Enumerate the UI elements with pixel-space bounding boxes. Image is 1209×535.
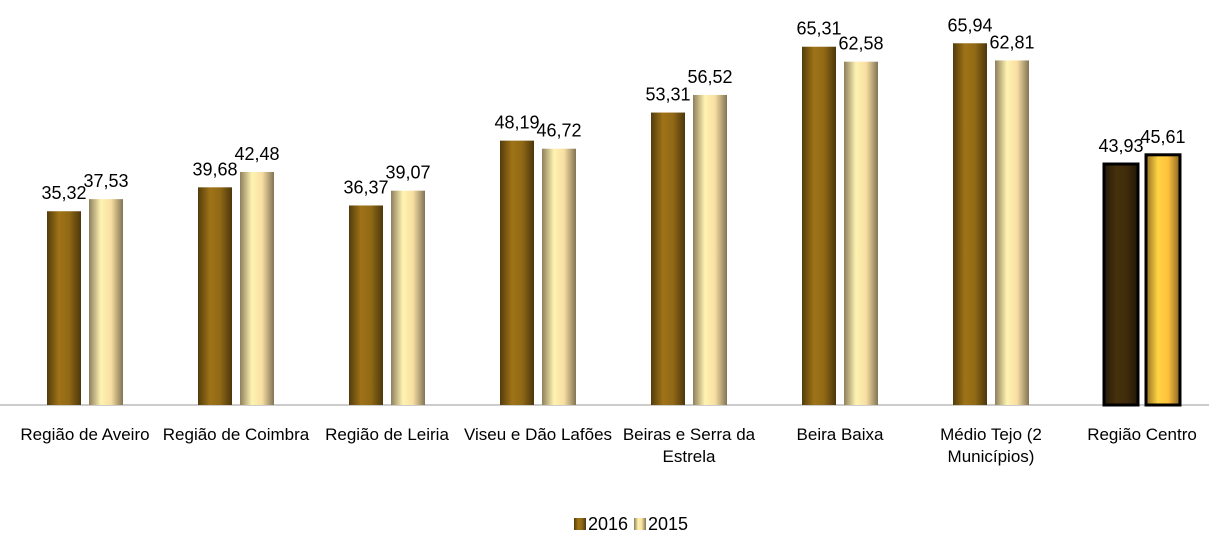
- value-label: 35,32: [41, 183, 86, 203]
- value-label: 39,07: [385, 163, 430, 183]
- x-tick-label: Região de Coimbra: [162, 425, 310, 444]
- value-label: 53,31: [645, 85, 690, 105]
- bar: [844, 61, 878, 405]
- x-tick-label: Beiras e Serra da Estrela: [622, 425, 756, 466]
- bar: [953, 43, 987, 405]
- bar: [89, 199, 123, 405]
- value-label: 62,58: [838, 34, 883, 54]
- x-tick-label: Viseu e Dão Lafões: [463, 425, 613, 444]
- value-label: 37,53: [83, 171, 128, 191]
- bar: [391, 190, 425, 405]
- bar: [1102, 162, 1140, 407]
- value-label: 39,68: [192, 159, 237, 179]
- value-label: 46,72: [536, 121, 581, 141]
- value-label: 48,19: [494, 113, 539, 133]
- value-label: 42,48: [234, 144, 279, 164]
- value-label: 36,37: [343, 177, 388, 197]
- x-tick-label: Beira Baixa: [796, 425, 884, 444]
- bar: [500, 140, 534, 405]
- bar: [995, 60, 1029, 405]
- value-label: 62,81: [989, 32, 1034, 52]
- value-label: 65,31: [796, 19, 841, 39]
- bar: [693, 94, 727, 406]
- value-label: 43,93: [1098, 136, 1143, 156]
- value-label: 45,61: [1140, 127, 1185, 147]
- bar: [651, 112, 685, 405]
- x-tick-label: Região de Aveiro: [20, 425, 150, 444]
- x-tick-label: Médio Tejo (2 Municípios): [940, 425, 1042, 466]
- bar: [1144, 153, 1182, 407]
- legend-swatch: [634, 518, 646, 530]
- bar: [802, 46, 836, 406]
- x-tick-label: Região de Leiria: [325, 425, 449, 444]
- bar: [198, 187, 232, 405]
- x-tick-label: Região Centro: [1087, 425, 1197, 444]
- legend-label: 2016: [588, 514, 628, 534]
- value-label: 65,94: [947, 15, 992, 35]
- legend-label: 2015: [648, 514, 688, 534]
- legend-swatch: [574, 518, 586, 530]
- bar: [240, 171, 274, 405]
- bar: [47, 211, 81, 405]
- value-label: 56,52: [687, 67, 732, 87]
- bar: [349, 205, 383, 405]
- bar: [542, 148, 576, 405]
